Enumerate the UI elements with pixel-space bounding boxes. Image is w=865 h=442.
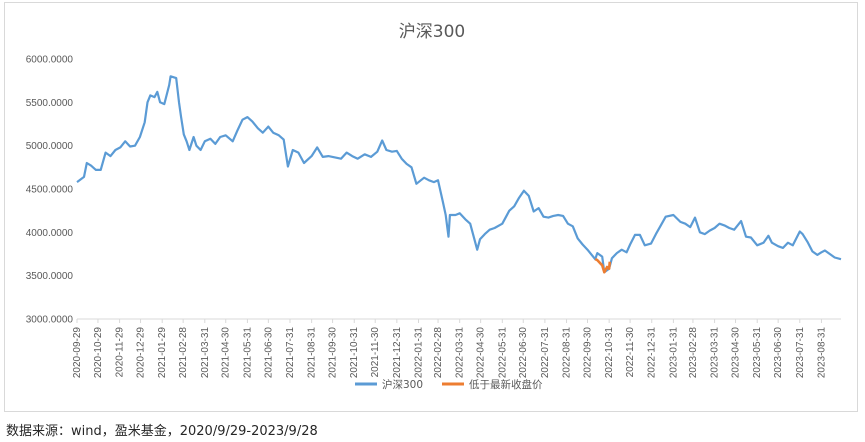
x-tick-label: 2022-11-30	[625, 327, 636, 378]
x-tick-label: 2021-12-31	[392, 327, 403, 379]
x-tick-label: 2021-07-31	[285, 327, 296, 379]
x-tick-label: 2020-12-29	[136, 327, 147, 379]
x-tick-label: 2022-12-31	[647, 327, 658, 379]
y-tick-label: 5000.0000	[26, 141, 74, 152]
series-line-hs300	[76, 75, 842, 274]
x-tick-label: 2020-11-29	[115, 327, 126, 378]
x-tick-label: 2021-06-30	[263, 327, 274, 379]
x-tick-label: 2022-09-30	[582, 327, 593, 379]
y-tick-label: 6000.0000	[26, 55, 74, 66]
y-tick-label: 3500.0000	[26, 271, 74, 282]
x-tick-label: 2023-07-31	[795, 327, 806, 379]
x-tick-label: 2022-06-30	[518, 327, 529, 379]
chart-frame: 沪深300 3000.0000 3500.0000 4000.0000 4500.00…	[4, 2, 858, 412]
x-tick-label: 2023-06-30	[773, 327, 784, 379]
x-tick-label: 2022-07-31	[540, 327, 551, 379]
series-line-below-latest-close	[594, 258, 612, 274]
x-tick-label: 2021-10-31	[349, 327, 360, 379]
x-tick-label: 2021-11-30	[370, 327, 381, 378]
x-tick-label: 2022-08-31	[562, 327, 573, 379]
x-tick-label: 2023-05-31	[752, 327, 763, 379]
x-tick-label: 2023-08-31	[816, 327, 827, 379]
legend-label: 低于最新收盘价	[469, 378, 543, 391]
line-chart: 3000.0000 3500.0000 4000.0000 4500.0000 5000…	[26, 55, 842, 391]
x-tick-label: 2021-01-29	[157, 327, 168, 379]
x-tick-label: 2022-01-31	[413, 327, 424, 379]
x-tick-label: 2020-10-29	[93, 327, 104, 379]
x-tick-label: 2023-01-31	[668, 327, 679, 379]
x-tick-label: 2023-03-31	[710, 327, 721, 379]
x-tick-label: 2021-03-31	[200, 327, 211, 379]
x-tick-label: 2021-02-28	[178, 327, 189, 379]
y-tick-label: 4500.0000	[26, 185, 74, 196]
x-tick-label: 2022-03-31	[455, 327, 466, 379]
source-note: 数据来源：wind，盈米基金，2020/9/29-2023/9/28	[6, 424, 318, 439]
x-tick-label: 2021-08-31	[307, 327, 318, 379]
x-tick-label: 2020-09-29	[72, 327, 83, 379]
x-tick-label: 2021-04-30	[221, 327, 232, 379]
x-tick-label: 2022-10-31	[604, 327, 615, 379]
y-tick-label: 4000.0000	[26, 228, 74, 239]
x-tick-label: 2022-02-28	[433, 327, 444, 379]
legend-label: 沪深300	[382, 378, 423, 391]
x-tick-label: 2022-05-31	[497, 327, 508, 379]
x-tick-label: 2023-04-30	[731, 327, 742, 379]
chart-title: 沪深300	[398, 22, 466, 42]
x-tick-label: 2021-05-31	[242, 327, 253, 379]
x-tick-label: 2021-09-30	[328, 327, 339, 379]
x-tick-label: 2022-04-30	[476, 327, 487, 379]
y-tick-label: 3000.0000	[26, 315, 74, 326]
y-tick-label: 5500.0000	[26, 98, 74, 109]
x-tick-label: 2023-02-28	[688, 327, 699, 379]
